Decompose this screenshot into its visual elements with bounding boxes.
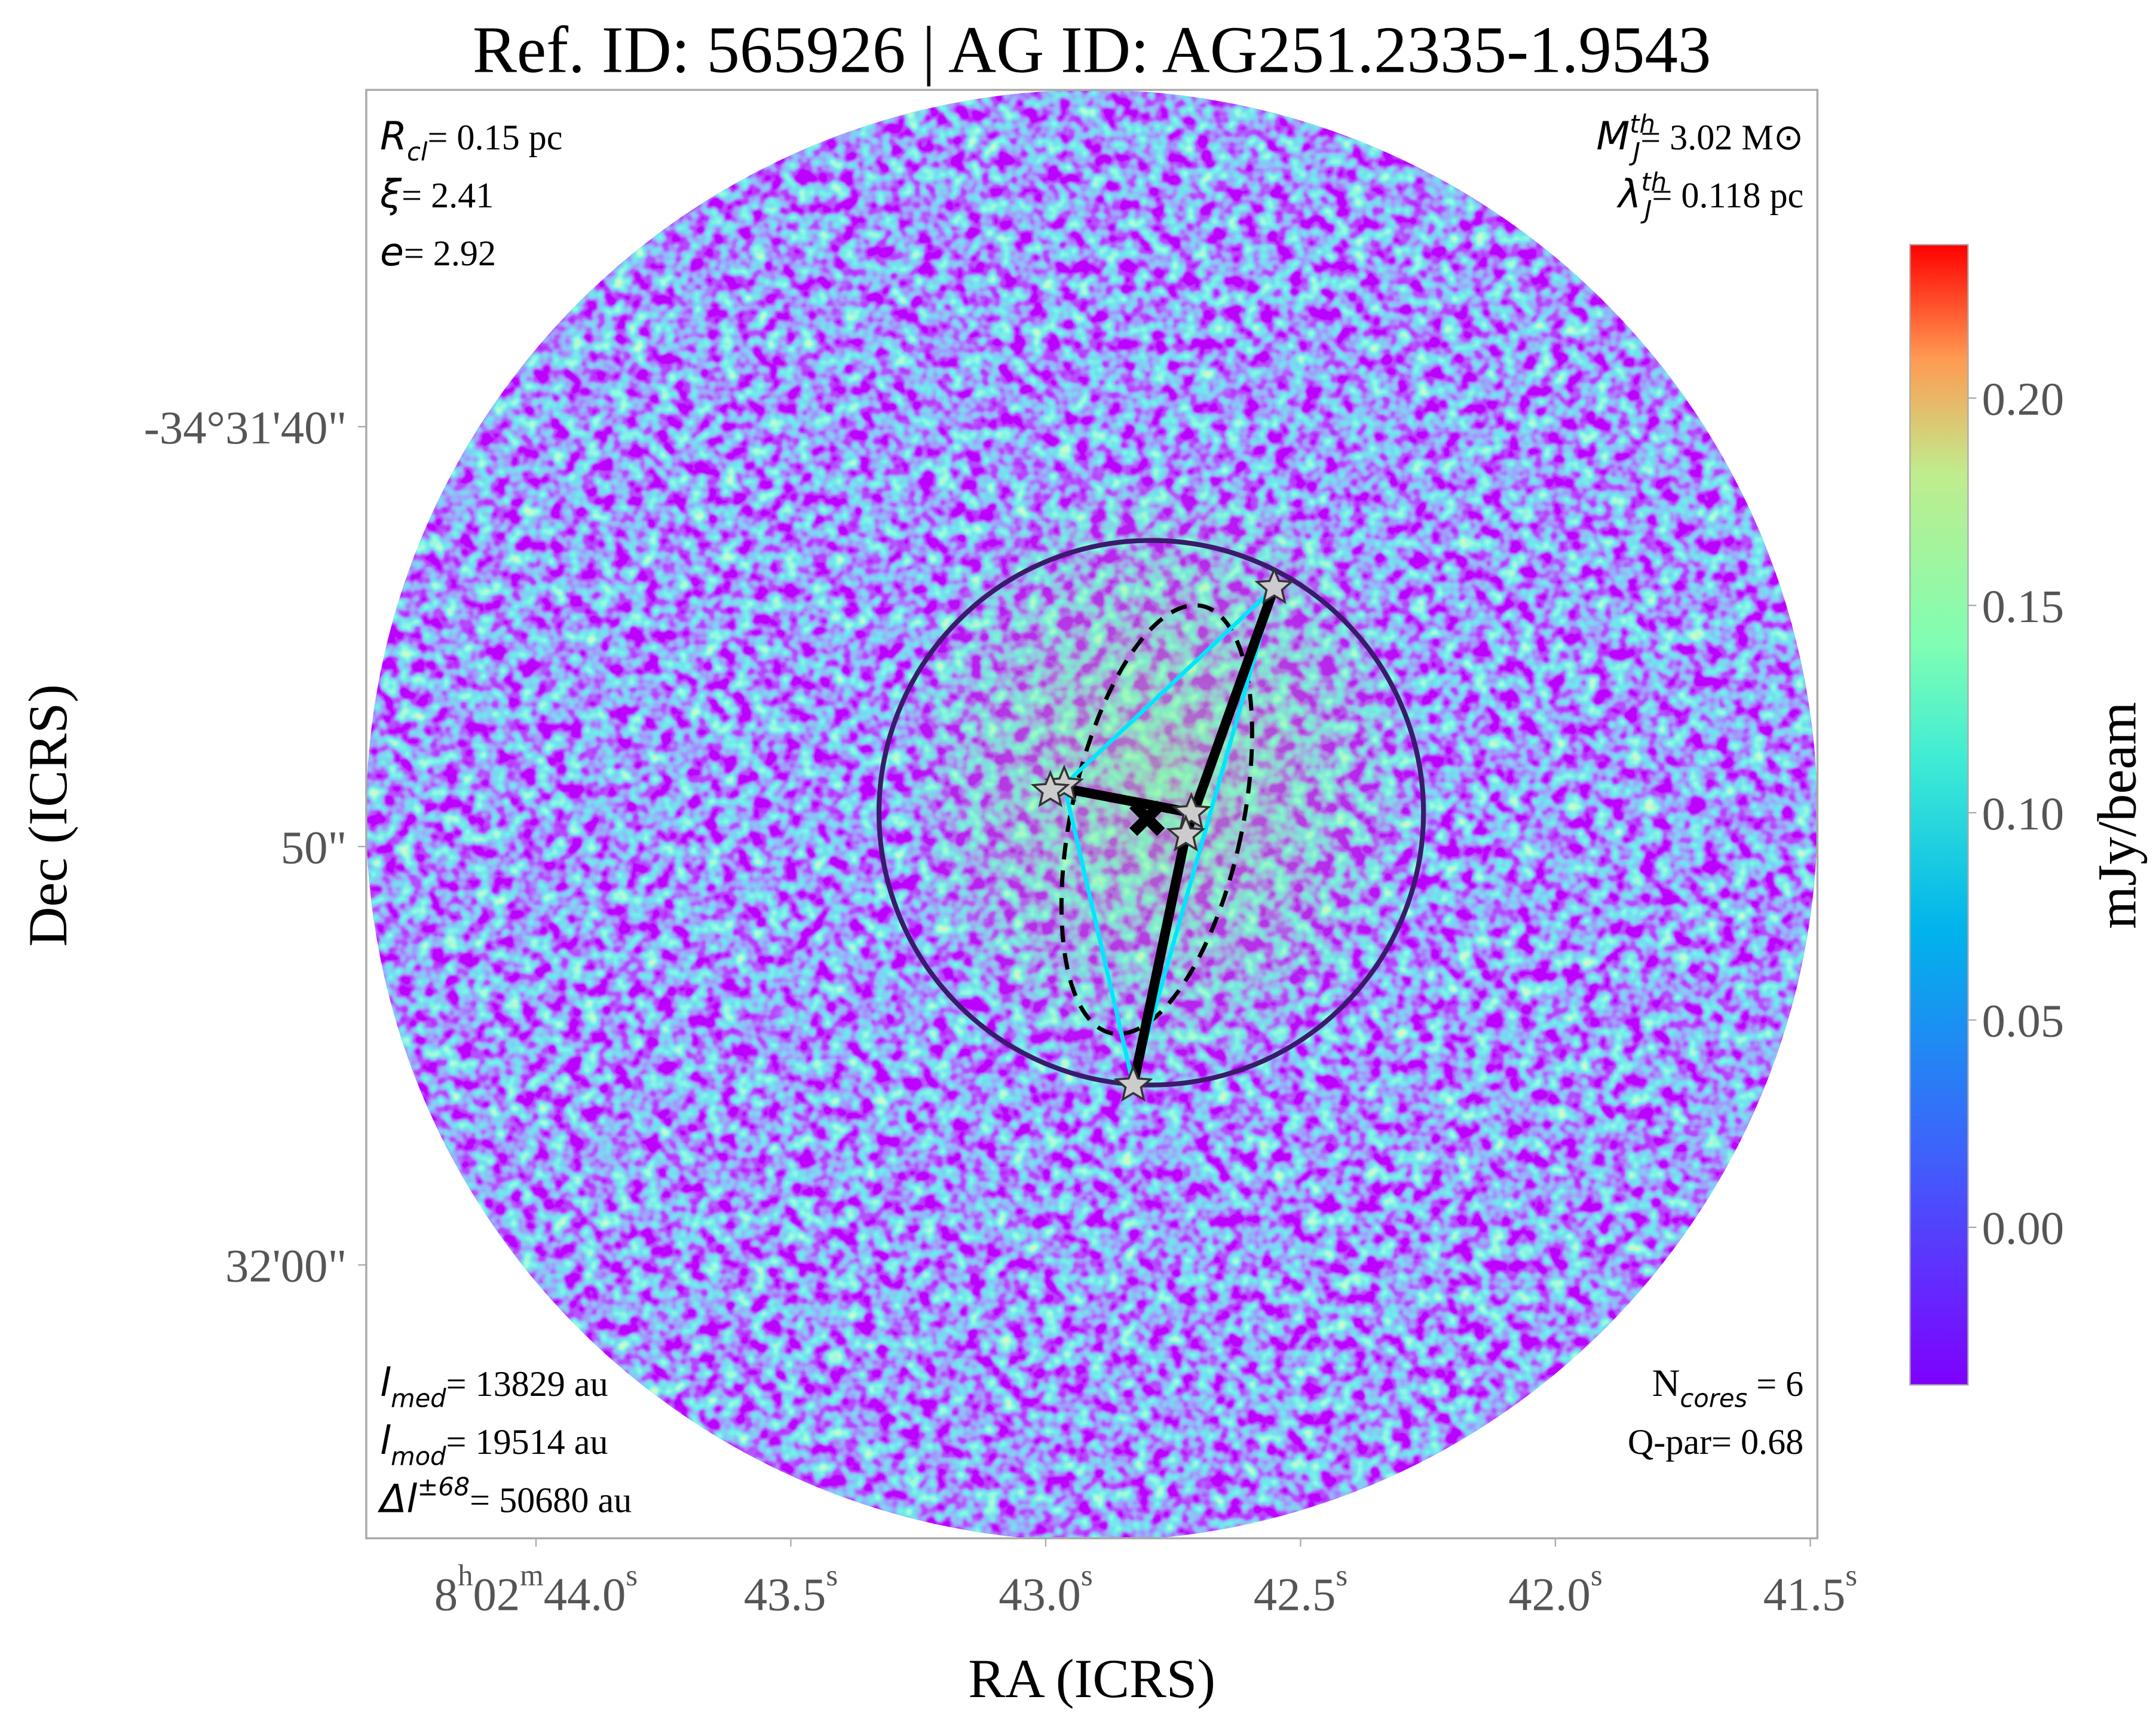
- x-tick-label: 41.5s: [1763, 1559, 1857, 1621]
- annotation-symbol: λ: [1616, 172, 1641, 217]
- annotation-text: = 50680 au: [470, 1480, 632, 1520]
- x-tick-label: 42.0s: [1508, 1559, 1602, 1621]
- core-star: [1030, 770, 1070, 807]
- x-tick-label: 42.5s: [1254, 1559, 1348, 1621]
- x-tick-label-part: 8: [434, 1569, 458, 1621]
- x-tick-label-part: 42.0: [1508, 1569, 1591, 1621]
- annotation-sub: med: [391, 1384, 446, 1413]
- x-tick-label-part: s: [626, 1559, 638, 1593]
- clump-circle: [876, 538, 1426, 1088]
- y-tick-label: 32'00": [225, 1241, 347, 1293]
- annotation-symbol: ξ: [379, 172, 402, 217]
- annotation-symbol: l: [380, 1361, 391, 1405]
- annotation-symbol: R: [380, 114, 407, 159]
- annotation: Q-par= 0.68: [1628, 1422, 1803, 1462]
- x-tick-label-part: 41.5: [1763, 1569, 1846, 1621]
- colorbar-label: mJy/beam: [2087, 702, 2148, 929]
- annotation-text: Q-par= 0.68: [1628, 1422, 1803, 1462]
- annotation-symbol: M: [1596, 114, 1630, 159]
- annotation-sub: mod: [391, 1442, 446, 1471]
- chart-title: Ref. ID: 565926 | AG ID: AG251.2335-1.95…: [473, 13, 1711, 87]
- annotation-text: = 2.92: [404, 234, 496, 274]
- x-tick-label-part: h: [458, 1559, 473, 1593]
- colorbar-tick-label: 0.20: [1982, 373, 2065, 425]
- colorbar: [1909, 244, 1969, 1386]
- y-axis-label: Dec (ICRS): [18, 684, 79, 947]
- core-star: [1166, 814, 1206, 852]
- colorbar-tick-label: 0.00: [1982, 1203, 2065, 1255]
- annotation-text: = 0.15 pc: [427, 118, 562, 158]
- core-star: [1113, 1064, 1153, 1102]
- annotation-text: = 3.02 M⊙: [1640, 118, 1803, 158]
- x-axis-label: RA (ICRS): [968, 1649, 1215, 1710]
- annotation: Rcl= 0.15 pc: [380, 114, 562, 167]
- annotation: Mth J= 3.02 M⊙: [1596, 109, 1803, 166]
- fit-ellipse: [1059, 603, 1254, 1036]
- annotation-text: = 0.118 pc: [1652, 176, 1803, 216]
- y-tick-label: -34°31'40": [144, 402, 347, 454]
- annotation: e= 2.92: [380, 230, 496, 275]
- annotation-symbol: N: [1652, 1362, 1680, 1405]
- annotation-sup: ±68: [417, 1472, 470, 1502]
- colorbar-tick-label: 0.15: [1982, 581, 2065, 633]
- annotation-sub: cl: [407, 137, 428, 166]
- annotation-symbol: l: [380, 1419, 391, 1463]
- annotation-symbol: e: [380, 230, 404, 275]
- annotation-sub: cores: [1680, 1384, 1747, 1413]
- annotation: Ncores = 6: [1652, 1362, 1804, 1413]
- x-tick-label-part: 43.5: [744, 1569, 826, 1621]
- emission: [884, 456, 1438, 1092]
- x-tick-label: 43.0s: [999, 1559, 1092, 1621]
- mst-lines: [1062, 586, 1276, 1086]
- centroid: [1129, 800, 1165, 836]
- x-tick-label-part: s: [1845, 1559, 1857, 1593]
- annotation: lmod= 19514 au: [380, 1419, 608, 1471]
- cores: [1030, 566, 1294, 1102]
- annotation-sup: th: [1641, 167, 1667, 197]
- annotation-sup: th: [1630, 109, 1655, 139]
- y-tick-label: 50": [281, 822, 347, 874]
- frame: [365, 88, 1819, 1539]
- x-tick-label-part: 44.0: [544, 1569, 626, 1621]
- core-star: [1254, 566, 1294, 604]
- annotation: lmed= 13829 au: [380, 1361, 608, 1413]
- x-tick-label-part: m: [520, 1559, 544, 1593]
- annotation: λth J= 0.118 pc: [1616, 167, 1803, 224]
- annotation-symbol: Δl: [377, 1477, 417, 1521]
- colorbar-tick-label: 0.05: [1982, 996, 2065, 1048]
- x-tick-label-part: 42.5: [1254, 1569, 1336, 1621]
- core-star: [1171, 792, 1211, 829]
- annotation-text: = 13829 au: [446, 1364, 608, 1404]
- x-tick-label-part: s: [1336, 1559, 1348, 1593]
- map: [366, 90, 1818, 1539]
- x-tick-label-part: s: [1081, 1559, 1093, 1593]
- annotation-text: = 19514 au: [446, 1422, 608, 1462]
- x-tick-label: 8h02m44.0s: [434, 1559, 638, 1621]
- overlay: [876, 538, 1426, 1088]
- annotation-text: = 2.41: [402, 176, 494, 216]
- colorbar-tick-label: 0.10: [1982, 788, 2065, 840]
- x-tick-label-part: s: [1591, 1559, 1603, 1593]
- annotation: Δl±68= 50680 au: [377, 1472, 632, 1522]
- x-tick-label-part: 43.0: [999, 1569, 1081, 1621]
- annotation: ξ= 2.41: [379, 172, 494, 217]
- x-tick-label-part: 02: [473, 1569, 520, 1621]
- x-tick-label: 43.5s: [744, 1559, 838, 1621]
- x-tick-label-part: s: [826, 1559, 838, 1593]
- annotation-text: = 6: [1747, 1364, 1803, 1404]
